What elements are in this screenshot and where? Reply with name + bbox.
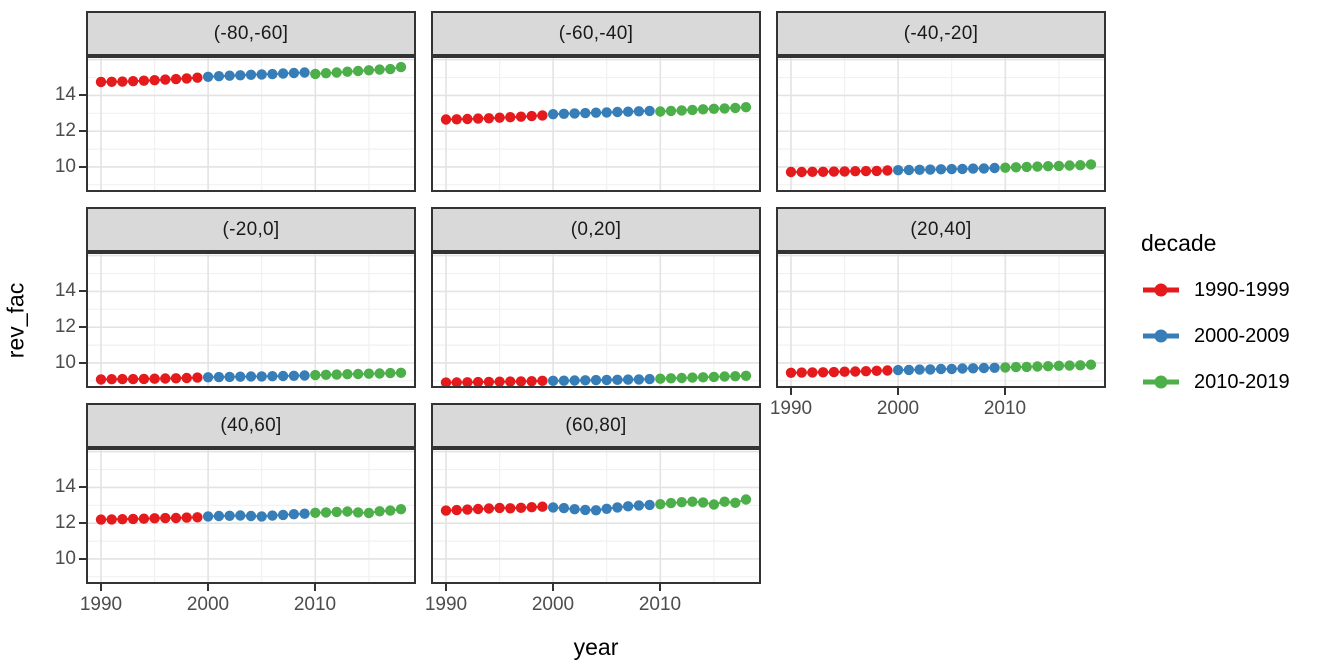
facet-panel (431, 252, 761, 388)
facet-strip-label: (-60,-40] (558, 22, 634, 44)
legend-entry-label: 2000-2009 (1194, 324, 1290, 347)
y-axis-tick-label: 10 (54, 548, 76, 569)
x-axis-tick-mark (790, 388, 792, 395)
x-axis-tick-mark (659, 584, 661, 591)
legend-entry: 2000-2009 (1141, 325, 1290, 347)
legend-entry-label: 1990-1999 (1194, 278, 1290, 301)
x-axis-tick-label: 2010 (983, 398, 1027, 419)
legend-key-icon (1143, 329, 1179, 343)
facet-panel (431, 56, 761, 192)
y-axis-tick-mark (79, 558, 86, 560)
legend-key-icon (1143, 283, 1179, 297)
y-axis-tick-label: 14 (54, 476, 76, 497)
y-axis-tick-label: 14 (54, 280, 76, 301)
legend: decade 1990-1999 2000-2009 2010-2019 (1141, 230, 1290, 417)
x-axis-tick-label: 1990 (79, 594, 123, 615)
y-axis-tick-mark (79, 522, 86, 524)
x-axis-tick-label: 2010 (638, 594, 682, 615)
x-axis-tick-label: 2000 (876, 398, 920, 419)
facet-strip-label: (40,60] (220, 414, 282, 436)
facet-strip: (-60,-40] (431, 11, 761, 56)
y-axis-tick-label: 14 (54, 84, 76, 105)
facet-strip: (-20,0] (86, 207, 416, 252)
y-axis-tick-label: 12 (54, 120, 76, 141)
y-axis-tick-label: 10 (54, 352, 76, 373)
x-axis-tick-label: 1990 (424, 594, 468, 615)
x-axis-tick-mark (100, 584, 102, 591)
x-axis-tick-mark (1004, 388, 1006, 395)
legend-title: decade (1141, 230, 1217, 256)
x-axis-tick-label: 2000 (186, 594, 230, 615)
facet-strip-label: (60,80] (565, 414, 627, 436)
y-axis-tick-label: 10 (54, 156, 76, 177)
legend-entry: 1990-1999 (1141, 279, 1290, 301)
legend-key-icon (1143, 375, 1179, 389)
facet-strip-label: (0,20] (570, 218, 622, 240)
facet-strip-label: (-80,-60] (213, 22, 289, 44)
legend-entry-label: 2010-2019 (1194, 370, 1290, 393)
y-axis-tick-mark (79, 290, 86, 292)
facet-strip: (20,40] (776, 207, 1106, 252)
facet-panel (776, 56, 1106, 192)
y-axis-tick-mark (79, 130, 86, 132)
facet-panel (86, 252, 416, 388)
y-axis-tick-mark (79, 94, 86, 96)
x-axis-tick-mark (207, 584, 209, 591)
y-axis-tick-mark (79, 362, 86, 364)
facet-strip-label: (-40,-20] (903, 22, 979, 44)
y-axis-tick-label: 12 (54, 512, 76, 533)
y-axis-tick-mark (79, 486, 86, 488)
facet-strip-label: (20,40] (910, 218, 972, 240)
x-axis-tick-mark (314, 584, 316, 591)
facet-strip-label: (-20,0] (222, 218, 280, 240)
facet-panel (431, 448, 761, 584)
facet-panel (86, 56, 416, 192)
facet-panel (86, 448, 416, 584)
x-axis-tick-label: 2000 (531, 594, 575, 615)
facet-strip: (60,80] (431, 403, 761, 448)
facet-strip: (40,60] (86, 403, 416, 448)
facet-strip: (-80,-60] (86, 11, 416, 56)
x-axis-tick-mark (552, 584, 554, 591)
x-axis-tick-mark (445, 584, 447, 591)
y-axis-tick-mark (79, 326, 86, 328)
facet-strip: (0,20] (431, 207, 761, 252)
facet-strip: (-40,-20] (776, 11, 1106, 56)
y-axis-title: rev_fac (2, 282, 29, 359)
y-axis-tick-label: 12 (54, 316, 76, 337)
x-axis-tick-label: 2010 (293, 594, 337, 615)
facet-panel (776, 252, 1106, 388)
x-axis-tick-mark (897, 388, 899, 395)
x-axis-tick-label: 1990 (769, 398, 813, 419)
y-axis-tick-mark (79, 166, 86, 168)
x-axis-title: year (573, 634, 619, 660)
legend-entry: 2010-2019 (1141, 371, 1290, 393)
legend-entries: 1990-1999 2000-2009 2010-2019 (1141, 279, 1290, 393)
